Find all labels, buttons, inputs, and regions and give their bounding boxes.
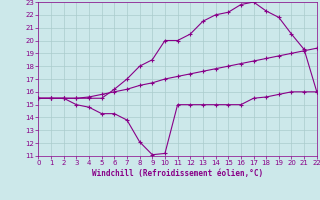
X-axis label: Windchill (Refroidissement éolien,°C): Windchill (Refroidissement éolien,°C) bbox=[92, 169, 263, 178]
